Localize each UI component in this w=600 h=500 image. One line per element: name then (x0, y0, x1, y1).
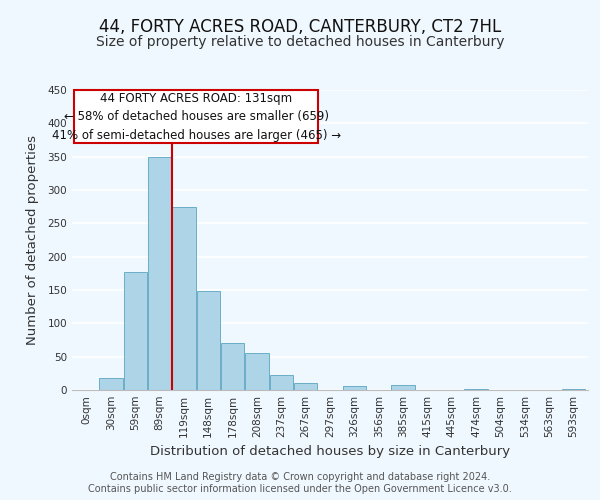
Bar (343, 386, 366, 390)
Bar (294, 384, 317, 390)
Bar (270, 376, 293, 390)
Bar (124, 272, 147, 390)
Bar (197, 292, 220, 390)
Text: Size of property relative to detached houses in Canterbury: Size of property relative to detached ho… (96, 35, 504, 49)
Text: Contains HM Land Registry data © Crown copyright and database right 2024.: Contains HM Land Registry data © Crown c… (110, 472, 490, 482)
Bar (221, 344, 244, 390)
Bar (391, 386, 415, 390)
Text: 44, FORTY ACRES ROAD, CANTERBURY, CT2 7HL: 44, FORTY ACRES ROAD, CANTERBURY, CT2 7H… (99, 18, 501, 36)
Bar (100, 378, 122, 390)
Bar (562, 388, 585, 390)
Text: Contains public sector information licensed under the Open Government Licence v3: Contains public sector information licen… (88, 484, 512, 494)
Bar (172, 206, 196, 390)
Bar (464, 388, 488, 390)
Bar (148, 156, 171, 390)
Text: 44 FORTY ACRES ROAD: 131sqm
← 58% of detached houses are smaller (659)
41% of se: 44 FORTY ACRES ROAD: 131sqm ← 58% of det… (52, 92, 341, 142)
FancyBboxPatch shape (74, 90, 318, 144)
X-axis label: Distribution of detached houses by size in Canterbury: Distribution of detached houses by size … (150, 446, 510, 458)
Y-axis label: Number of detached properties: Number of detached properties (26, 135, 39, 345)
Bar (245, 354, 269, 390)
